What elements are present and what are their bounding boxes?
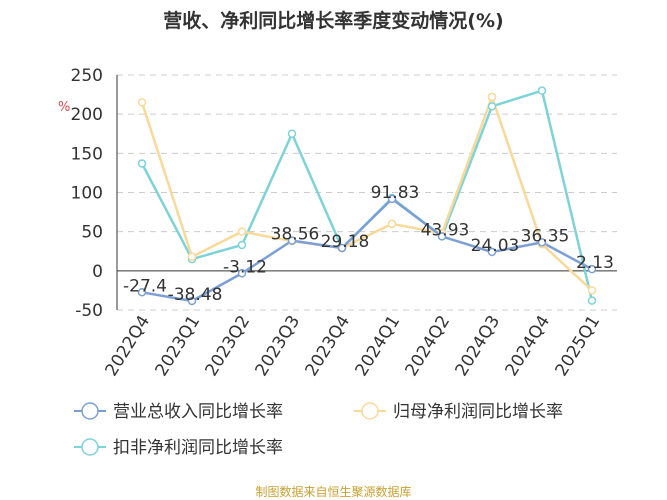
series-lines [140, 89, 594, 303]
data-point [187, 252, 197, 261]
legend-label: 营业总收入同比增长率 [113, 402, 283, 422]
series-points [137, 86, 597, 306]
data-label: 91.83 [371, 183, 420, 203]
legend-item: 营业总收入同比增长率 [74, 402, 283, 422]
data-point [487, 102, 497, 111]
grid-lines [117, 74, 617, 311]
data-label: 43.93 [421, 220, 470, 240]
y-tick-label: 100 [71, 184, 103, 204]
x-tick-label: 2023Q4 [302, 312, 355, 380]
x-tick-label: 2023Q2 [202, 312, 255, 380]
data-point [287, 236, 297, 245]
legend-item: 归母净利润同比增长率 [354, 402, 563, 422]
data-point [187, 296, 197, 306]
y-axis-unit: % [58, 100, 71, 115]
data-label: 24.03 [471, 236, 520, 256]
legend-marker [361, 402, 379, 420]
data-point [137, 159, 147, 168]
data-label: -3.12 [223, 257, 267, 277]
y-tick-label: 150 [71, 144, 103, 164]
legend-marker [81, 438, 99, 456]
data-source-note: 制图数据来自恒生聚源数据库 [255, 485, 412, 499]
data-point [587, 296, 597, 305]
data-point [537, 238, 547, 247]
data-point [137, 288, 147, 297]
legend-marker [81, 402, 99, 420]
data-label: 29.18 [321, 232, 370, 252]
y-tick-label: 200 [71, 105, 103, 125]
data-point [587, 286, 597, 295]
x-tick-label: 2025Q1 [552, 312, 605, 380]
chart-title: 营收、净利同比增长率季度变动情况(%) [163, 10, 504, 32]
data-point [237, 240, 247, 250]
data-label: 36.35 [521, 226, 570, 246]
x-tick-label: 2024Q4 [502, 312, 555, 380]
data-label: -38.48 [168, 285, 223, 305]
data-point [587, 264, 597, 274]
data-point [537, 86, 547, 95]
series-line [141, 197, 593, 303]
data-point [387, 194, 397, 204]
data-label: 38.56 [271, 225, 320, 245]
x-tick-label: 2023Q1 [152, 312, 205, 380]
data-point [337, 243, 347, 253]
data-point [237, 227, 247, 236]
data-point [387, 219, 397, 229]
legend-label: 扣非净利润同比增长率 [113, 438, 283, 458]
y-tick-label: 250 [71, 66, 103, 86]
data-label: -27.4 [123, 276, 167, 296]
y-tick-label: -50 [75, 301, 103, 321]
data-point [487, 247, 497, 257]
data-label: 2.13 [576, 253, 614, 273]
y-tick-label: 0 [92, 262, 103, 282]
y-axis: -50 0 50 100 150 200 250 [71, 66, 118, 321]
series-line [140, 95, 593, 292]
data-point [237, 269, 247, 278]
x-tick-label: 2023Q3 [252, 312, 305, 380]
x-tick-label: 2022Q4 [102, 312, 155, 380]
data-point [487, 92, 497, 102]
x-tick-label: 2024Q3 [452, 312, 505, 380]
data-point [137, 98, 147, 107]
x-tick-label: 2024Q2 [402, 312, 455, 380]
legend-item: 扣非净利润同比增长率 [74, 438, 283, 458]
data-point [437, 232, 447, 241]
legend-label: 归母净利润同比增长率 [393, 402, 563, 422]
y-tick-label: 50 [81, 223, 103, 243]
data-point [287, 129, 297, 138]
x-tick-label: 2024Q1 [352, 312, 405, 380]
